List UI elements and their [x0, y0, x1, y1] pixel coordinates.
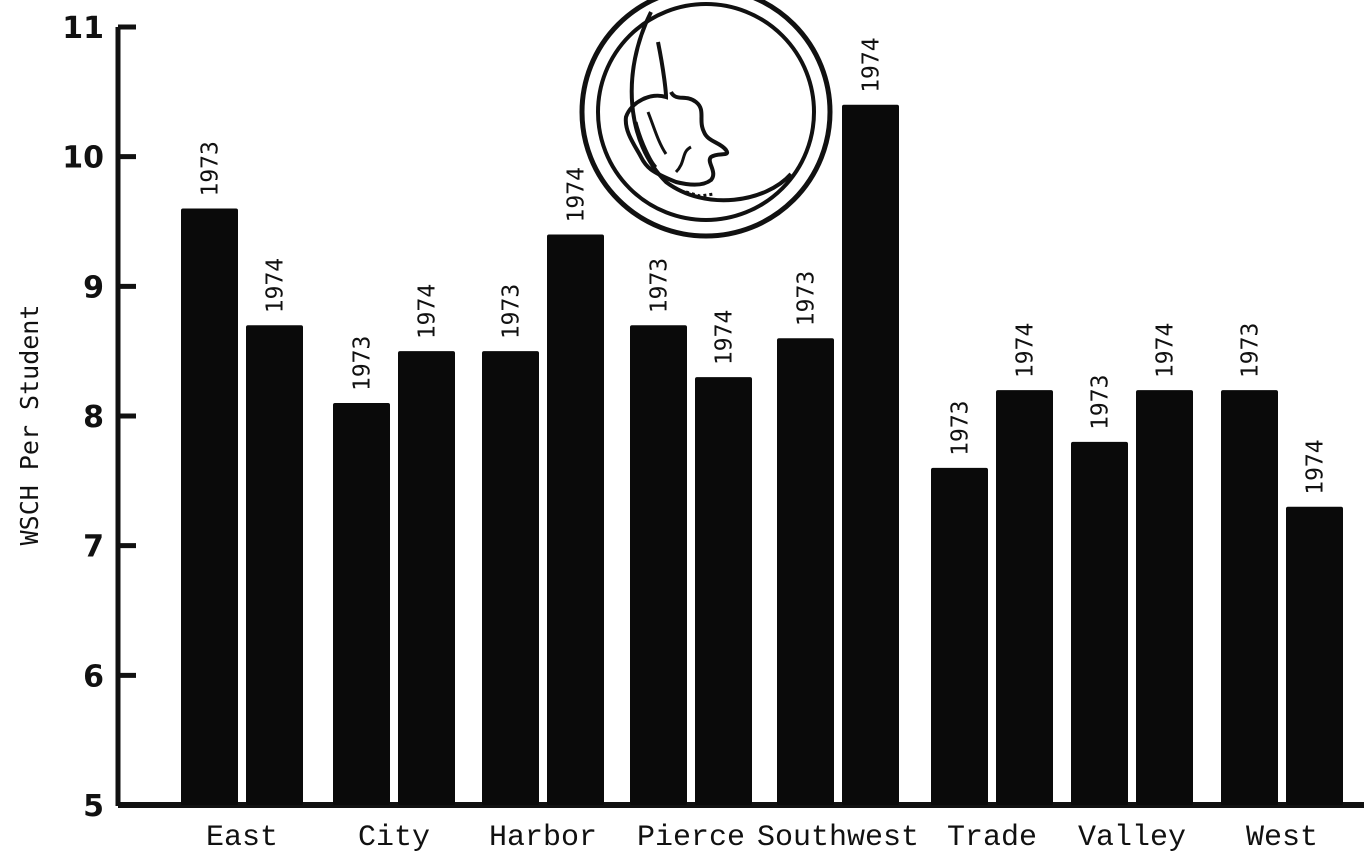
y-tick-label: 10 [62, 141, 104, 176]
bar-year-label: 1973 [499, 284, 525, 339]
bar-year-label: 1973 [794, 271, 820, 326]
bar-trade-1973 [931, 467, 988, 805]
bar-year-label: 1974 [415, 284, 441, 339]
y-tick-label: 5 [83, 789, 104, 824]
bar-year-label: 1974 [1153, 323, 1179, 378]
bar-southwest-1973 [777, 338, 834, 805]
bar-year-label: 1973 [948, 400, 974, 455]
bar-harbor-1974 [547, 234, 604, 805]
bar-city-1973 [333, 403, 390, 805]
x-category-label: Trade [947, 821, 1037, 854]
bar-west-1973 [1221, 390, 1278, 805]
bar-year-label: 1973 [1238, 323, 1264, 378]
bar-southwest-1974 [842, 104, 899, 806]
bar-year-label: 1974 [263, 258, 289, 313]
y-tick-label: 11 [62, 11, 104, 46]
bar-trade-1974 [996, 390, 1053, 805]
bar-year-label: 1974 [564, 167, 590, 222]
bar-year-label: 1974 [1013, 323, 1039, 378]
bar-year-label: 1973 [350, 336, 376, 391]
x-category-label: Valley [1078, 821, 1186, 854]
y-tick-label: 6 [83, 659, 104, 694]
bar-east-1973 [181, 208, 238, 806]
bar-west-1974 [1286, 506, 1343, 805]
bar-city-1974 [398, 351, 455, 805]
x-category-label: City [358, 821, 430, 854]
bar-pierce-1973 [630, 325, 687, 805]
y-tick-label: 8 [83, 400, 104, 435]
bar-year-label: 1974 [1303, 439, 1329, 494]
bar-year-label: 1973 [1088, 375, 1114, 430]
y-tick-label: 7 [83, 530, 104, 565]
x-category-label: Pierce [637, 821, 745, 854]
bar-east-1974 [246, 325, 303, 805]
bar-harbor-1973 [482, 351, 539, 805]
y-tick-label: 9 [83, 270, 104, 305]
bar-pierce-1974 [695, 377, 752, 805]
bar-year-label: 1973 [647, 258, 673, 313]
x-category-label: Southwest [757, 821, 919, 854]
x-category-label: West [1246, 821, 1318, 854]
bar-year-label: 1974 [712, 310, 738, 365]
y-axis-label: WSCH Per Student [15, 305, 44, 546]
bar-valley-1973 [1071, 441, 1128, 805]
bar-year-label: 1974 [859, 37, 885, 92]
profile-head-in-circle-logo [579, 0, 833, 239]
bar-year-label: 1973 [198, 141, 224, 196]
bar-valley-1974 [1136, 390, 1193, 805]
x-category-label: East [206, 821, 278, 854]
x-category-label: Harbor [489, 821, 597, 854]
